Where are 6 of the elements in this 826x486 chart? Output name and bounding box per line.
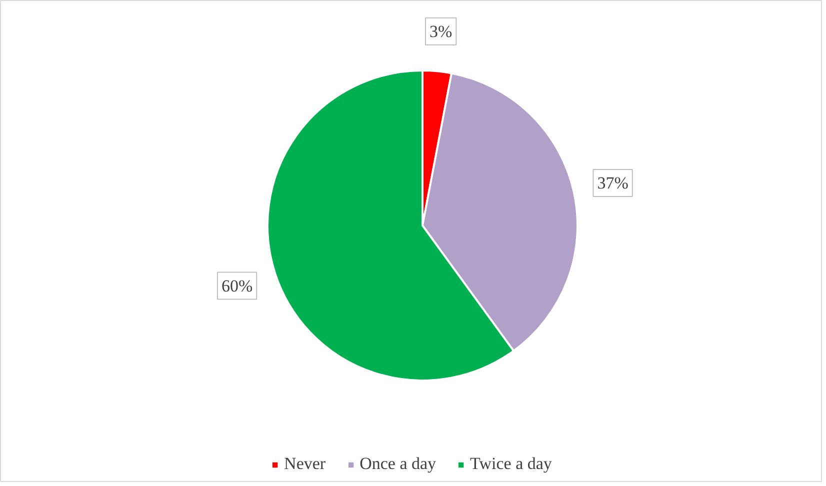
data-label: 3% xyxy=(430,22,452,41)
data-label: 60% xyxy=(221,276,253,296)
data-label: 37% xyxy=(597,173,628,192)
legend-label: Never xyxy=(284,454,326,474)
legend-label: Once a day xyxy=(360,454,436,474)
legend-label: Twice a day xyxy=(470,454,552,474)
